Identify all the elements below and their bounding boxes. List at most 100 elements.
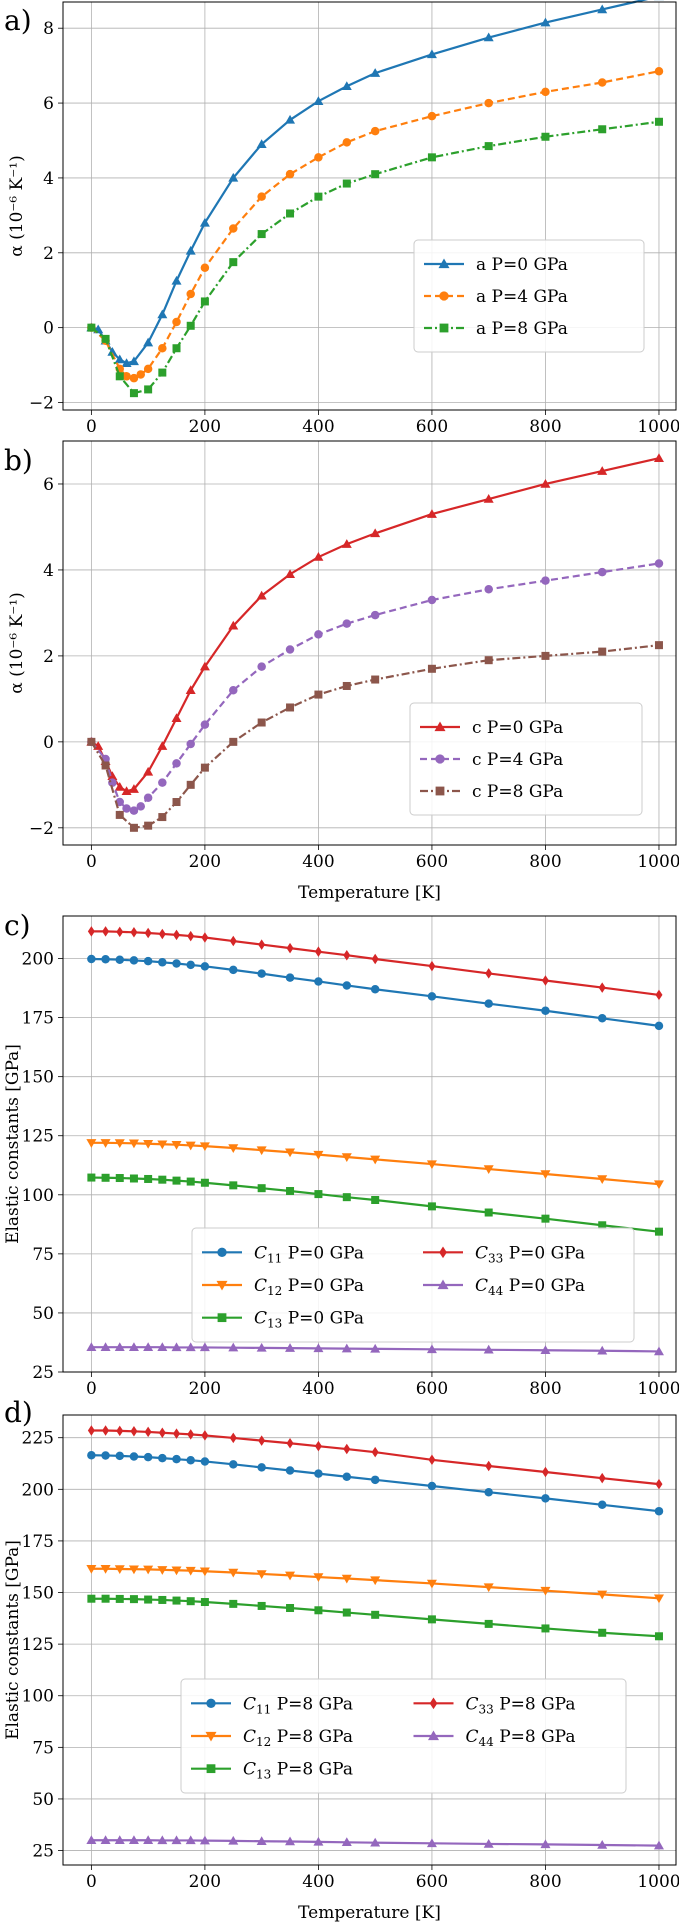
data-point bbox=[101, 761, 110, 770]
data-point bbox=[143, 1452, 153, 1462]
legend-item: C33 P=0 GPa bbox=[423, 1243, 585, 1265]
legend: C11 P=0 GPa C12 P=0 GPa C13 P=0 GPa C33 P=0… bbox=[191, 1227, 635, 1343]
data-point bbox=[342, 138, 352, 147]
data-point bbox=[540, 1839, 551, 1849]
data-point bbox=[200, 297, 209, 306]
y-tick-label: 0 bbox=[43, 733, 54, 753]
data-point bbox=[370, 1837, 381, 1847]
data-point bbox=[115, 372, 124, 381]
chart-panel-3: 0 200 400 600 800 1000 25 50 75 100 125 150 175 200 c)… bbox=[3, 909, 679, 1399]
data-point bbox=[130, 1426, 138, 1437]
legend-label: C33 P=8 GPa bbox=[466, 1694, 576, 1716]
x-tick-label: 600 bbox=[416, 852, 448, 872]
data-point bbox=[186, 1455, 195, 1465]
data-point bbox=[653, 1840, 664, 1850]
data-point bbox=[286, 942, 294, 954]
data-point bbox=[597, 1839, 608, 1849]
data-point bbox=[285, 1466, 295, 1475]
data-point bbox=[186, 739, 195, 749]
data-point bbox=[158, 1427, 166, 1439]
legend-label: c P=0 GPa bbox=[472, 718, 563, 738]
legend-marker bbox=[428, 1730, 439, 1741]
data-point bbox=[171, 1835, 182, 1845]
data-point bbox=[314, 630, 323, 639]
chart-panel-1: 0 200 400 600 800 1000 −2 0 2 4 6 8 a) α (10⁻⁶ K⁻¹) a … bbox=[4, 0, 679, 437]
data-point bbox=[426, 1160, 437, 1170]
data-point bbox=[256, 139, 267, 148]
data-point bbox=[122, 372, 131, 381]
series-2 bbox=[86, 1565, 664, 1604]
data-point bbox=[144, 1174, 153, 1183]
data-point bbox=[102, 1425, 110, 1436]
legend-item: C11 P=0 GPa bbox=[202, 1243, 364, 1265]
x-tick-label: 1000 bbox=[637, 1379, 679, 1399]
y-tick-label: 225 bbox=[22, 1429, 54, 1449]
data-point bbox=[653, 453, 664, 462]
y-tick-label: 25 bbox=[32, 1842, 54, 1862]
data-point bbox=[200, 1178, 209, 1187]
data-point bbox=[257, 1601, 266, 1610]
data-point bbox=[128, 356, 139, 366]
data-point bbox=[186, 1177, 195, 1186]
data-point bbox=[158, 1595, 167, 1604]
legend-marker bbox=[435, 786, 445, 796]
data-point bbox=[115, 955, 125, 964]
data-point bbox=[144, 1426, 152, 1438]
legend-marker bbox=[434, 721, 446, 732]
data-point bbox=[426, 1579, 437, 1589]
data-point bbox=[654, 117, 663, 126]
x-tick-label: 0 bbox=[86, 852, 97, 872]
data-point bbox=[314, 1469, 323, 1478]
data-point bbox=[314, 977, 323, 986]
data-point bbox=[157, 1835, 168, 1845]
data-point bbox=[286, 1438, 294, 1449]
data-point bbox=[370, 1576, 381, 1586]
panel-label: c) bbox=[4, 909, 31, 942]
data-point bbox=[654, 66, 664, 76]
y-axis-label: Elastic constants [GPa] bbox=[3, 1540, 23, 1740]
data-point bbox=[100, 1342, 111, 1351]
data-point bbox=[654, 1021, 664, 1031]
data-point bbox=[229, 1432, 237, 1444]
data-point bbox=[143, 1140, 154, 1149]
data-point bbox=[285, 645, 295, 654]
data-point bbox=[171, 713, 182, 722]
data-point bbox=[341, 1837, 352, 1847]
data-point bbox=[172, 344, 181, 353]
data-point bbox=[597, 466, 608, 475]
data-point bbox=[654, 1506, 664, 1516]
data-point bbox=[540, 478, 551, 488]
legend-marker bbox=[437, 1279, 449, 1290]
data-point bbox=[172, 798, 181, 807]
chart-panel-4: 0 200 400 600 800 1000 25 50 75 100 125 150 175 200 22… bbox=[3, 1396, 679, 1923]
data-point bbox=[199, 1342, 210, 1352]
legend-item: a P=8 GPa bbox=[424, 319, 568, 339]
data-point bbox=[201, 1430, 209, 1441]
legend: c P=0 GPa c P=4 GPa c P=8 GPa bbox=[409, 702, 643, 816]
y-tick-label: 50 bbox=[32, 1304, 54, 1324]
data-point bbox=[654, 1227, 663, 1236]
data-point bbox=[484, 1487, 493, 1497]
data-point bbox=[285, 569, 296, 578]
data-point bbox=[483, 1838, 494, 1848]
data-point bbox=[257, 1463, 266, 1472]
data-point bbox=[172, 759, 181, 768]
data-point bbox=[286, 1187, 295, 1196]
data-point bbox=[313, 1573, 324, 1583]
data-point bbox=[199, 1142, 210, 1152]
data-point bbox=[427, 153, 436, 162]
data-point bbox=[158, 343, 167, 353]
legend-item: c P=8 GPa bbox=[420, 782, 563, 802]
data-point bbox=[342, 981, 352, 990]
legend-item: C13 P=0 GPa bbox=[202, 1309, 364, 1331]
data-point bbox=[485, 968, 493, 979]
data-point bbox=[114, 781, 125, 791]
y-tick-label: 100 bbox=[22, 1186, 54, 1206]
series-3 bbox=[87, 1594, 663, 1641]
data-point bbox=[598, 125, 607, 134]
x-tick-label: 800 bbox=[529, 417, 561, 437]
data-point bbox=[313, 1343, 324, 1353]
data-point bbox=[655, 1478, 663, 1490]
data-point bbox=[102, 926, 110, 937]
data-point bbox=[229, 1460, 238, 1469]
